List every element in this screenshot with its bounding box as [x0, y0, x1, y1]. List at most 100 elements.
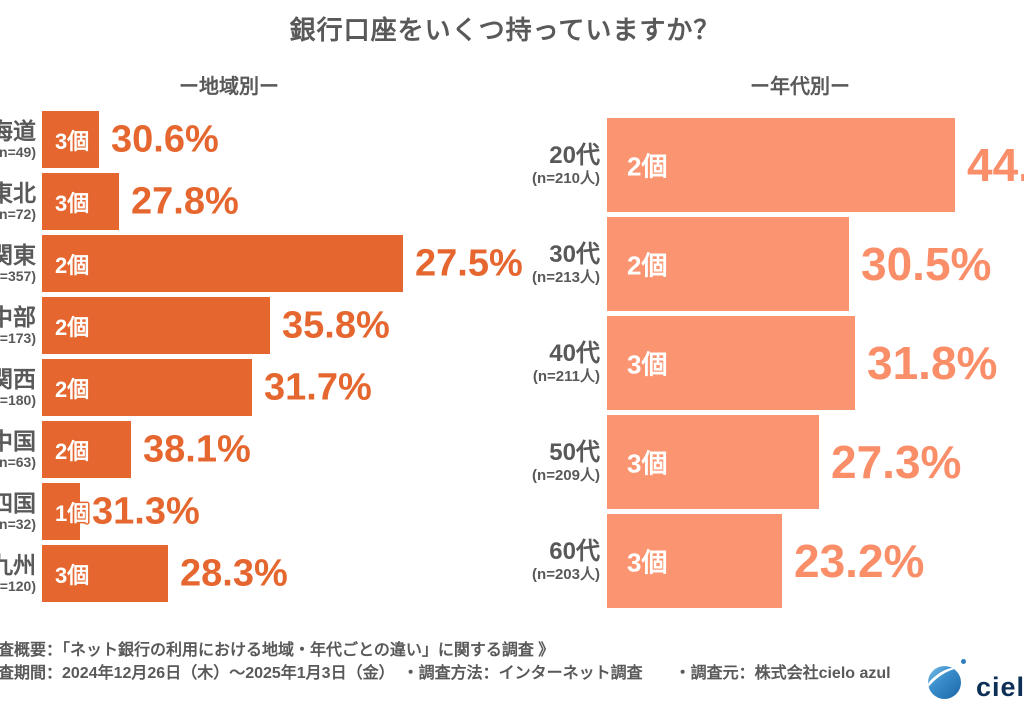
percentage-label: 23.2%	[794, 535, 925, 587]
chart-row: 20代(n=210人) 2個 44.3%	[0, 118, 1024, 212]
sample-size: (n=210人)	[532, 169, 600, 187]
survey-overview-text: 調査概要：「ネット銀行の利用における地域・年代ごとの違い」に関する調査 》	[0, 642, 555, 659]
sample-size: (n=203人)	[532, 565, 600, 583]
sample-size: (n=32)	[0, 516, 36, 533]
bar: 3個	[607, 415, 819, 509]
bar-count-label: 3個	[55, 562, 90, 588]
sample-size: (n=173)	[0, 330, 36, 347]
sample-size: (n=49)	[0, 144, 36, 161]
sample-size: (n=357)	[0, 268, 36, 285]
percentage-label: 30.5%	[861, 238, 992, 290]
percentage-label: 35.8%	[282, 304, 390, 346]
percentage-label: 27.3%	[831, 436, 962, 488]
chart-row: 関西(n=180) 2個 31.7%	[0, 359, 1024, 416]
age-chart-title: ー年代別ー	[750, 76, 850, 98]
category-name: 40代	[549, 340, 600, 368]
category-label: 関東(n=357)	[0, 235, 36, 292]
category-name: 中国	[0, 427, 36, 454]
region-chart-title: ー地域別ー	[179, 76, 279, 98]
bar: 3個	[42, 545, 168, 602]
bar-count-label: 2個	[55, 314, 90, 340]
category-label: 中部(n=173)	[0, 297, 36, 354]
bar: 2個	[607, 217, 849, 311]
category-label: 30代 (n=213人)	[300, 217, 600, 311]
bar-count-label: 3個	[55, 190, 90, 216]
bar: 2個	[42, 359, 252, 416]
sample-size: (n=209人)	[532, 466, 600, 484]
bar-count-label: 1個	[55, 500, 90, 526]
chart-row: 40代 (n=211人) 3個 31.8%	[0, 316, 1024, 410]
bar-count-label: 2個	[55, 438, 90, 464]
bar: 2個	[42, 421, 131, 478]
bar: 3個	[607, 514, 782, 608]
category-name: 60代	[549, 538, 600, 566]
category-label: 九州(n=120)	[0, 545, 36, 602]
category-name: 30代	[549, 241, 600, 269]
bar: 3個	[42, 111, 99, 168]
age-bar-chart: 20代(n=210人)2個44.3%30代(n=213人)2個30.5%40代(…	[0, 118, 1024, 608]
survey-details-text: 調査期間：2024年12月26日（木）〜2025年1月3日（金） ・調査方法：イ…	[0, 665, 891, 682]
sample-size: (n=213人)	[532, 268, 600, 286]
page-title: 銀行口座をいくつ持っていますか？	[289, 15, 721, 45]
category-name: 九州	[0, 551, 36, 578]
category-name: 北海道	[0, 117, 36, 144]
chart-row: 60代 (n=203人) 3個 23.2%	[0, 514, 1024, 608]
category-label: 20代 (n=210人)	[300, 118, 600, 212]
category-name: 関西	[0, 365, 36, 392]
category-name: 20代	[549, 142, 600, 170]
percentage-label: 28.3%	[180, 552, 288, 594]
sample-size: (n=180)	[0, 392, 36, 409]
bar-count-label: 2個	[55, 376, 90, 402]
category-name: 四国	[0, 489, 36, 516]
category-label: 東北(n=72)	[0, 173, 36, 230]
category-label: 中国(n=63)	[0, 421, 36, 478]
bar-count-label: 2個	[627, 250, 668, 281]
percentage-label: 31.7%	[264, 366, 372, 408]
logo-text: cielo	[976, 672, 1024, 702]
category-label: 関西(n=180)	[0, 359, 36, 416]
bar: 2個	[607, 118, 955, 212]
bar: 3個	[607, 316, 855, 410]
bar: 1個	[42, 483, 89, 540]
cielo-logo: cielo	[928, 659, 1024, 706]
bar-count-label: 3個	[627, 349, 668, 380]
category-name: 中部	[0, 303, 36, 330]
bar-count-label: 3個	[627, 547, 668, 578]
bar-count-label: 2個	[55, 252, 90, 278]
region-bar-chart: 北海道(n=49) 3個 30.6% 東北(n=72) 3個 27.8% 関東(n=357)…	[0, 111, 1024, 602]
bar: 3個	[42, 173, 119, 230]
percentage-label: 38.1%	[143, 428, 251, 470]
category-label: 60代 (n=203人)	[300, 514, 600, 608]
logo-dot-icon	[961, 659, 966, 664]
sample-size: (n=72)	[0, 206, 36, 223]
category-label: 40代 (n=211人)	[300, 316, 600, 410]
chart-row: 九州(n=120) 3個 28.3%	[0, 545, 1024, 602]
sample-size: (n=120)	[0, 578, 36, 595]
bar-count-label: 2個	[627, 151, 668, 182]
category-name: 関東	[0, 241, 36, 268]
bar-count-label: 3個	[627, 448, 668, 479]
chart-row: 30代 (n=213人) 2個 30.5%	[0, 217, 1024, 311]
chart-row: 中部(n=173) 2個 35.8%	[0, 297, 1024, 354]
chart-row: 中国(n=63) 2個 38.1%	[0, 421, 1024, 478]
chart-row: 北海道(n=49) 3個 30.6%	[0, 111, 1024, 168]
category-label: 四国(n=32)	[0, 483, 36, 540]
category-name: 50代	[549, 439, 600, 467]
percentage-label: 31.8%	[867, 337, 998, 389]
category-name: 東北	[0, 179, 36, 206]
bar: 2個	[42, 235, 403, 292]
category-label: 北海道(n=49)	[0, 111, 36, 168]
survey-footer: 調査概要：「ネット銀行の利用における地域・年代ごとの違い」に関する調査 》 調査…	[0, 639, 891, 685]
percentage-label: 27.5%	[415, 242, 523, 284]
category-label: 50代 (n=209人)	[300, 415, 600, 509]
sample-size: (n=211人)	[532, 367, 600, 385]
bar-count-label: 3個	[55, 128, 90, 154]
bar: 2個	[42, 297, 270, 354]
percentage-label: 44.3%	[967, 139, 1024, 191]
percentage-label: 27.8%	[131, 180, 239, 222]
chart-row: 関東(n=357) 2個 27.5%	[0, 235, 1024, 292]
percentage-label: 30.6%	[111, 118, 219, 160]
percentage-label: 31.3%	[92, 490, 200, 532]
sample-size: (n=63)	[0, 454, 36, 471]
